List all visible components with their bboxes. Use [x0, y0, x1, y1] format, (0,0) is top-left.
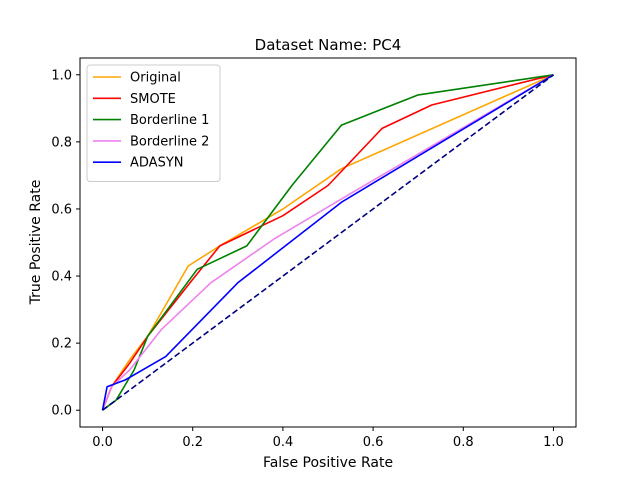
x-tick-label-0: 0.0: [92, 435, 113, 450]
legend: Original SMOTE Borderline 1 Borderline 2 ADA…: [86, 64, 221, 182]
x-tick-label-4: 0.8: [453, 435, 474, 450]
series-line-smote: [101, 74, 554, 411]
axis-ticks: 0.0 0.2 0.4 0.6 0.8 1.0 0.0 0.2 0.4 0.6 0.8 1.0: [51, 68, 563, 450]
y-tick-label-4: 0.8: [51, 135, 72, 150]
diagonal-reference-line: [102, 74, 554, 411]
legend-label-borderline-2: Borderline 2: [130, 134, 209, 149]
x-tick-label-5: 1.0: [543, 435, 564, 450]
x-tick-label-3: 0.6: [363, 435, 384, 450]
series-lines: [101, 74, 554, 411]
x-axis-label: False Positive Rate: [263, 455, 393, 471]
y-tick-label-5: 1.0: [51, 68, 72, 83]
legend-label-smote: SMOTE: [130, 92, 176, 107]
y-tick-label-0: 0.0: [51, 404, 72, 419]
y-tick-label-1: 0.2: [51, 337, 72, 352]
x-tick-label-1: 0.2: [182, 435, 203, 450]
y-tick-label-2: 0.4: [51, 270, 72, 285]
y-tick-label-3: 0.6: [51, 202, 72, 217]
legend-label-adasyn: ADASYN: [130, 156, 184, 171]
chart-title: Dataset Name: PC4: [255, 36, 402, 54]
legend-box: [86, 64, 221, 182]
series-line-borderline-1: [102, 74, 554, 411]
legend-label-borderline-1: Borderline 1: [130, 113, 209, 128]
y-axis-label: True Positive Rate: [28, 180, 44, 306]
legend-label-original: Original: [130, 71, 181, 86]
plot-frame: [79, 57, 577, 428]
x-tick-label-2: 0.4: [273, 435, 294, 450]
series-line-adasyn: [101, 74, 554, 411]
